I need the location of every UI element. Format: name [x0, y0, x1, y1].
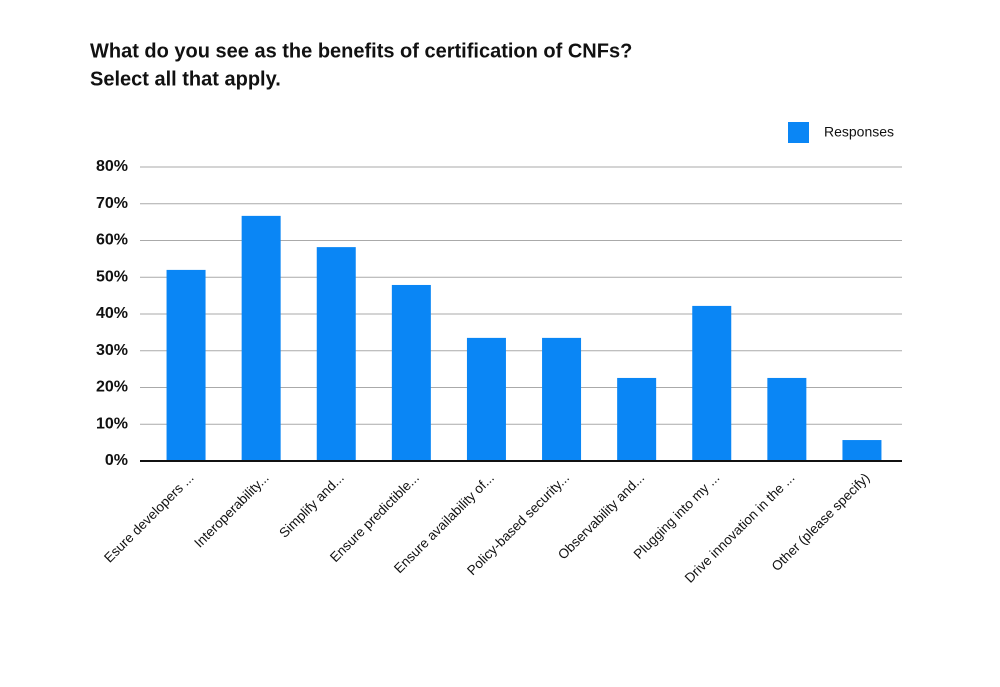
bar: [842, 440, 882, 461]
x-tick-label: Simplify and...: [276, 470, 347, 541]
bar: [692, 305, 732, 461]
y-tick-label: 0%: [105, 452, 128, 469]
y-tick-label: 70%: [96, 195, 128, 212]
y-tick-label: 10%: [96, 415, 128, 432]
chart-title: What do you see as the benefits of certi…: [90, 40, 632, 62]
bar: [391, 284, 431, 461]
bar: [617, 377, 657, 461]
y-tick-label: 40%: [96, 305, 128, 322]
chart-subtitle: Select all that apply.: [90, 68, 281, 90]
y-tick-label: 60%: [96, 232, 128, 249]
x-tick-label: Interoperability...: [191, 470, 271, 550]
bar: [466, 337, 506, 461]
legend-label: Responses: [824, 124, 894, 140]
y-tick-label: 30%: [96, 342, 128, 359]
x-tick-label: Esure developers ...: [101, 470, 197, 566]
y-tick-label: 50%: [96, 268, 128, 285]
legend-swatch: [788, 122, 809, 143]
bar: [542, 337, 582, 461]
bar: [767, 377, 807, 461]
bar: [316, 247, 356, 461]
y-tick-label: 80%: [96, 158, 128, 175]
y-tick-label: 20%: [96, 379, 128, 396]
bar: [241, 215, 281, 461]
bar: [166, 269, 206, 461]
